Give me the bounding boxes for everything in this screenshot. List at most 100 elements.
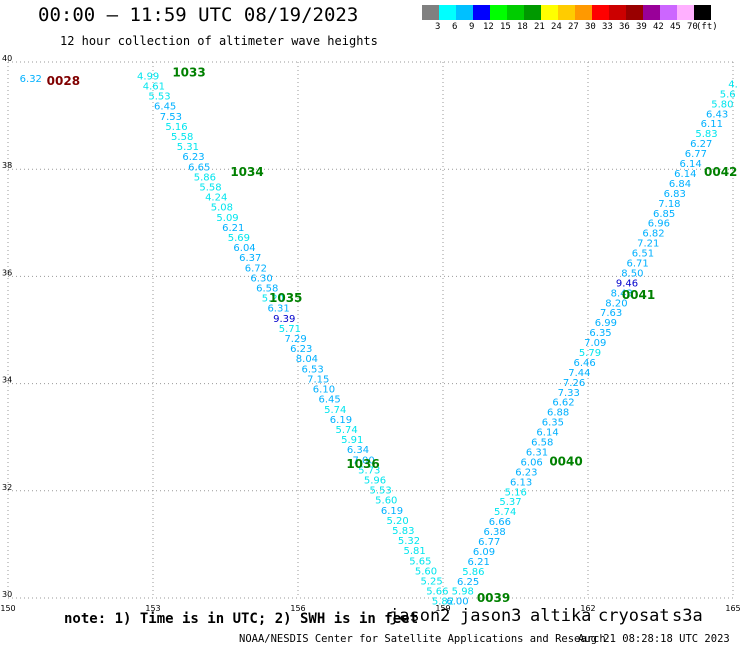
data-point-label: 6.34: [347, 445, 369, 456]
data-point-label: 7.33: [558, 388, 580, 399]
color-swatch: [626, 5, 643, 20]
data-point-label: 6.66: [489, 517, 511, 528]
data-point-label: 6.51: [632, 249, 654, 260]
data-point-label: 5.98: [452, 587, 474, 598]
color-swatch: [677, 5, 694, 20]
data-point-label: 6.23: [290, 344, 312, 355]
x-tick-label: 162: [580, 604, 595, 613]
data-point-label: 6.77: [478, 537, 500, 548]
data-point-label: 8.20: [605, 298, 627, 309]
data-point-label: 5.82: [432, 597, 454, 608]
legend-cryosat: cryosat: [598, 606, 670, 626]
data-point-label: 4.99: [137, 71, 159, 82]
y-tick-label: 32: [2, 483, 12, 492]
data-point-label: 6.11: [701, 119, 723, 130]
color-label: 15: [500, 22, 511, 32]
data-point-label: 6.35: [589, 328, 611, 339]
data-point-label: 6.45: [154, 102, 176, 113]
data-point-label: 5.73: [358, 465, 380, 476]
data-point-label: 5.69: [228, 233, 250, 244]
page-subtitle: 12 hour collection of altimeter wave hei…: [60, 34, 378, 48]
page-title: 00:00 – 11:59 UTC 08/19/2023: [38, 4, 359, 26]
data-point-label: 8.50: [621, 268, 643, 279]
data-point-label: 6.46: [574, 358, 596, 369]
color-swatch: [456, 5, 473, 20]
y-tick-label: 36: [2, 268, 12, 277]
data-point-label: 6.77: [685, 149, 707, 160]
data-point-label: 5.60: [375, 496, 397, 507]
color-swatch: [575, 5, 592, 20]
data-point-label: 5.58: [171, 132, 193, 143]
color-label: 24: [551, 22, 562, 32]
data-point-label: 7.63: [600, 308, 622, 319]
color-swatch: [490, 5, 507, 20]
data-point-label: 6.10: [313, 385, 335, 396]
color-label: 6: [452, 22, 458, 32]
data-point-label: 7.00: [352, 455, 374, 466]
data-point-label: 6.31: [526, 447, 548, 458]
color-swatch: [660, 5, 677, 20]
data-point-label: 6.00: [446, 597, 468, 608]
data-point-label: 5.08: [211, 203, 233, 214]
data-point-label: 6.82: [642, 229, 664, 240]
data-point-label: 7.26: [563, 378, 585, 389]
data-point-label: 6.58: [256, 284, 278, 295]
data-point-label: 7.44: [568, 368, 590, 379]
data-point-label: 5.60: [415, 566, 437, 577]
data-point-label: 6.14: [674, 169, 696, 180]
color-label: 70: [687, 22, 698, 32]
color-swatch: [643, 5, 660, 20]
timestamp-text: Aug 21 08:28:18 UTC 2023: [578, 633, 730, 645]
time-annotation: 0042: [704, 165, 737, 179]
credit-text: NOAA/NESDIS Center for Satellite Applica…: [239, 633, 606, 645]
data-point-label: 5.74: [335, 425, 357, 436]
color-swatch: [558, 5, 575, 20]
time-annotation: 1034: [230, 165, 263, 179]
data-point-label: 9.46: [616, 278, 638, 289]
data-point-label: 5.80: [711, 99, 733, 110]
color-label: 12: [483, 22, 494, 32]
color-label: 27: [568, 22, 579, 32]
data-point-label: 5.66: [426, 587, 448, 598]
color-label: 21: [534, 22, 545, 32]
data-point-label: 5.32: [398, 536, 420, 547]
data-point-label: 4.: [728, 79, 738, 90]
color-swatch: [609, 5, 626, 20]
data-point-label: 6.30: [250, 273, 272, 284]
data-point-label: 5.20: [262, 294, 284, 305]
color-label: 18: [517, 22, 528, 32]
color-label: 39: [636, 22, 647, 32]
data-point-label: 5.91: [341, 435, 363, 446]
time-annotation: 0040: [549, 454, 582, 468]
data-point-label: 6.96: [648, 219, 670, 230]
data-point-label: 6.23: [515, 467, 537, 478]
data-point-label: 6.09: [473, 547, 495, 558]
y-tick-label: 34: [2, 376, 12, 385]
y-tick-label: 40: [2, 54, 12, 63]
data-point-label: 5.53: [148, 92, 170, 103]
color-swatch: [694, 5, 711, 20]
data-point-label: 6.04: [233, 243, 255, 254]
color-label: 3: [435, 22, 441, 32]
x-tick-label: 150: [0, 604, 15, 613]
data-point-label: 6.19: [330, 415, 352, 426]
data-point-label: 6.88: [547, 408, 569, 419]
data-point-label: 6.21: [468, 557, 490, 568]
color-swatch: [473, 5, 490, 20]
data-point-label: 4.24: [205, 193, 227, 204]
x-tick-label: 153: [145, 604, 160, 613]
data-point-label: 6.84: [669, 179, 691, 190]
time-annotation: 1033: [172, 66, 205, 80]
data-point-label: 5.09: [216, 213, 238, 224]
data-point-label: 5.53: [369, 486, 391, 497]
data-point-label: 6.45: [318, 395, 340, 406]
color-swatch: [541, 5, 558, 20]
data-point-label: 5.83: [392, 526, 414, 537]
data-point-label: 6.23: [182, 152, 204, 163]
data-point-label: 5.86: [462, 567, 484, 578]
time-annotation: 1035: [269, 291, 302, 305]
data-point-label: 6.58: [531, 438, 553, 449]
color-swatch: [592, 5, 609, 20]
color-label: 42: [653, 22, 664, 32]
